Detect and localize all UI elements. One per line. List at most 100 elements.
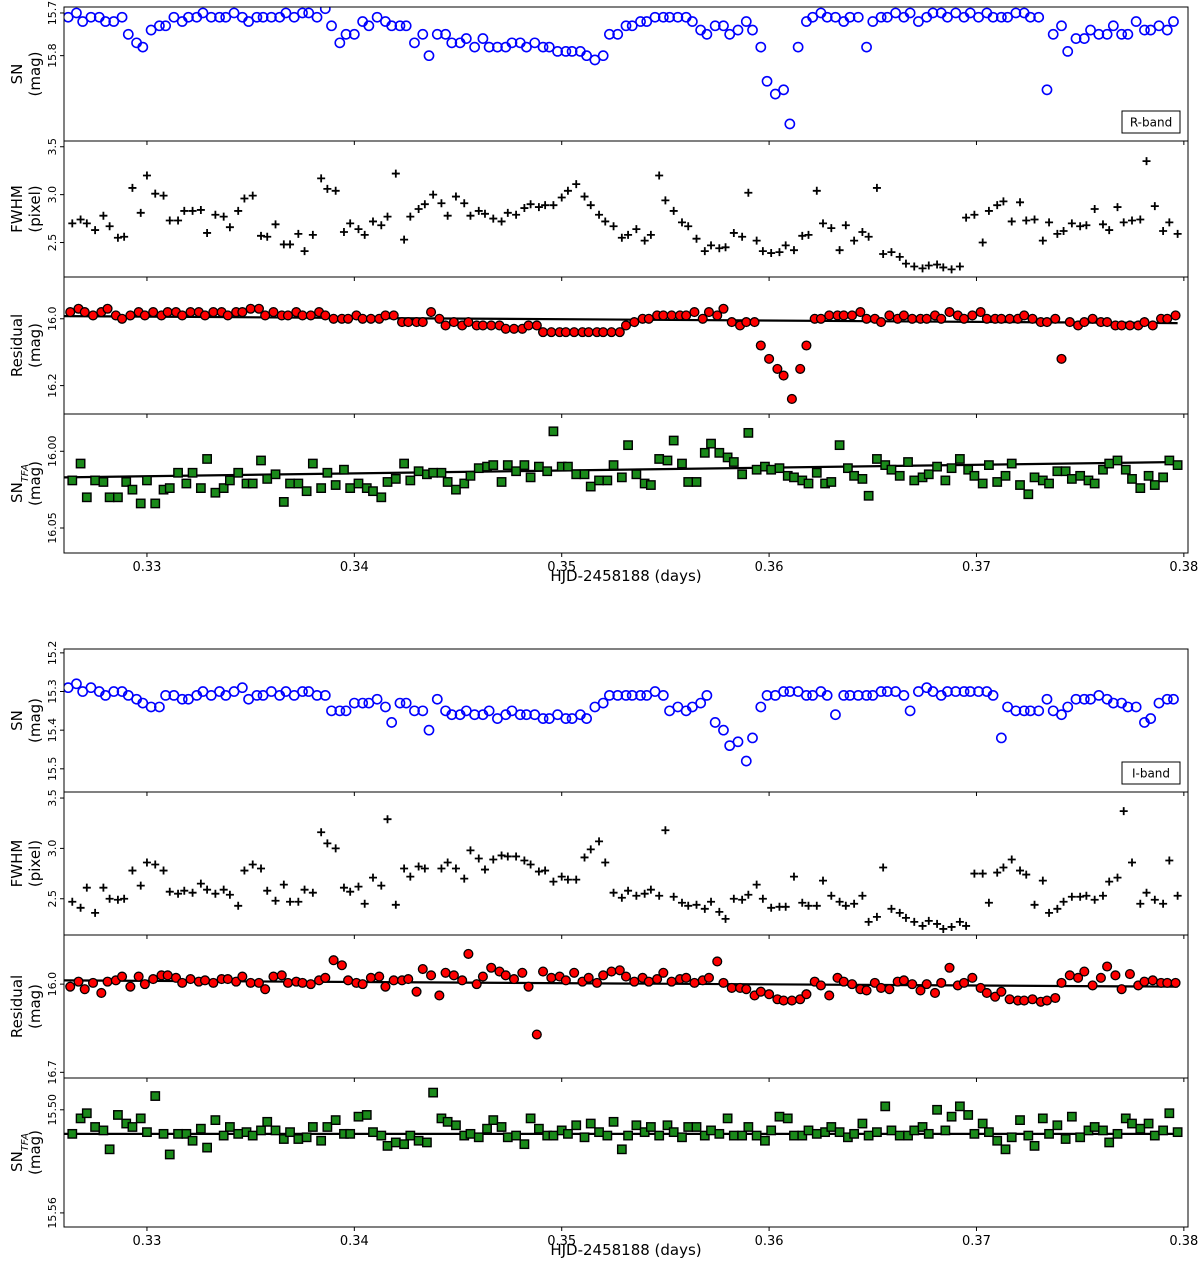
- data-point: [569, 967, 580, 978]
- data-point: [301, 1132, 312, 1143]
- data-point: [480, 865, 489, 874]
- data-point: [357, 697, 369, 709]
- panel-1-0: 15.2 15.3 15.4 15.5 SN (mag) I-band: [8, 641, 1189, 796]
- data-point: [457, 975, 468, 986]
- data-point: [1056, 709, 1067, 721]
- data-point: [1172, 1127, 1183, 1138]
- data-point: [68, 219, 77, 228]
- data-point: [977, 1118, 988, 1129]
- data-point: [703, 307, 715, 318]
- data-point: [718, 20, 729, 32]
- data-point: [657, 11, 669, 23]
- data-point: [177, 310, 188, 321]
- data-point: [316, 483, 327, 494]
- data-point: [136, 208, 145, 217]
- data-point: [632, 891, 641, 900]
- data-point: [718, 977, 729, 988]
- data-point: [360, 230, 369, 239]
- data-point: [835, 246, 844, 255]
- y-axis-label-unit: (pixel): [26, 185, 44, 232]
- data-point: [758, 894, 767, 903]
- data-point: [950, 686, 962, 697]
- data-point: [709, 717, 721, 728]
- data-point: [646, 885, 655, 894]
- data-point: [548, 1130, 559, 1141]
- figure-i-band: 15.215.315.415.5SN (mag)I-band2.53.03.5FW…: [8, 641, 1198, 1259]
- data-point: [486, 320, 497, 331]
- data-point: [623, 1130, 633, 1141]
- data-point: [473, 1132, 484, 1143]
- data-point: [388, 310, 399, 321]
- data-point: [187, 1135, 198, 1146]
- data-point: [211, 889, 220, 898]
- data-point: [256, 455, 266, 466]
- data-point: [1120, 1113, 1131, 1124]
- data-point: [895, 252, 904, 261]
- data-point: [601, 217, 610, 226]
- data-point: [346, 219, 355, 228]
- data-point: [955, 917, 964, 926]
- y-tick-label: 3.5: [46, 138, 59, 156]
- data-point: [1067, 219, 1076, 228]
- data-point: [160, 20, 172, 32]
- data-point: [927, 7, 939, 19]
- y-axis-label-unit: (pixel): [26, 840, 44, 887]
- data-point: [616, 472, 627, 483]
- data-point: [662, 1120, 673, 1131]
- y-tick-label: 16.7: [46, 1060, 59, 1085]
- data-point: [406, 212, 415, 221]
- data-point: [113, 1110, 123, 1120]
- data-point: [162, 307, 173, 318]
- data-point: [591, 977, 603, 988]
- data-point: [669, 892, 678, 901]
- data-point: [151, 189, 160, 198]
- data-point: [466, 211, 475, 220]
- data-point: [153, 20, 165, 32]
- data-point: [714, 1128, 725, 1139]
- data-point: [887, 904, 896, 913]
- markers: [67, 1087, 1183, 1160]
- data-point: [165, 887, 174, 896]
- data-point: [1149, 1130, 1160, 1141]
- x-tick-label: 0.37: [962, 1234, 991, 1249]
- data-point: [884, 310, 895, 321]
- data-point: [496, 477, 507, 487]
- data-point: [939, 924, 948, 933]
- data-point: [145, 701, 157, 713]
- data-point: [666, 976, 677, 987]
- data-point: [120, 232, 129, 241]
- data-point: [617, 233, 626, 242]
- y-tick-label: 15.3: [46, 679, 59, 704]
- data-point: [503, 852, 512, 861]
- data-point: [465, 1128, 476, 1139]
- data-point: [417, 317, 428, 328]
- data-point: [202, 1142, 212, 1153]
- data-point: [1066, 473, 1077, 484]
- data-point: [984, 206, 993, 215]
- data-point: [964, 7, 976, 19]
- data-point: [1139, 976, 1150, 987]
- data-point: [563, 875, 572, 884]
- band-label-box: [1121, 110, 1181, 134]
- data-point: [841, 221, 850, 230]
- data-point: [437, 199, 446, 208]
- x-tick-label: 0.35: [547, 1234, 576, 1249]
- data-point: [465, 470, 476, 481]
- data-point: [993, 201, 1002, 210]
- data-point: [187, 467, 198, 478]
- data-point: [655, 171, 664, 180]
- data-point: [346, 887, 355, 896]
- data-point: [645, 480, 656, 490]
- data-point: [1150, 895, 1159, 904]
- data-point: [353, 1111, 364, 1122]
- data-point: [376, 492, 387, 503]
- data-point: [236, 682, 248, 694]
- markers: [64, 7, 1179, 130]
- data-point: [446, 37, 458, 49]
- data-point: [701, 689, 713, 701]
- data-point: [500, 970, 511, 981]
- data-point: [104, 492, 115, 503]
- data-point: [1024, 705, 1036, 717]
- data-point: [390, 1137, 401, 1148]
- data-point: [721, 914, 730, 923]
